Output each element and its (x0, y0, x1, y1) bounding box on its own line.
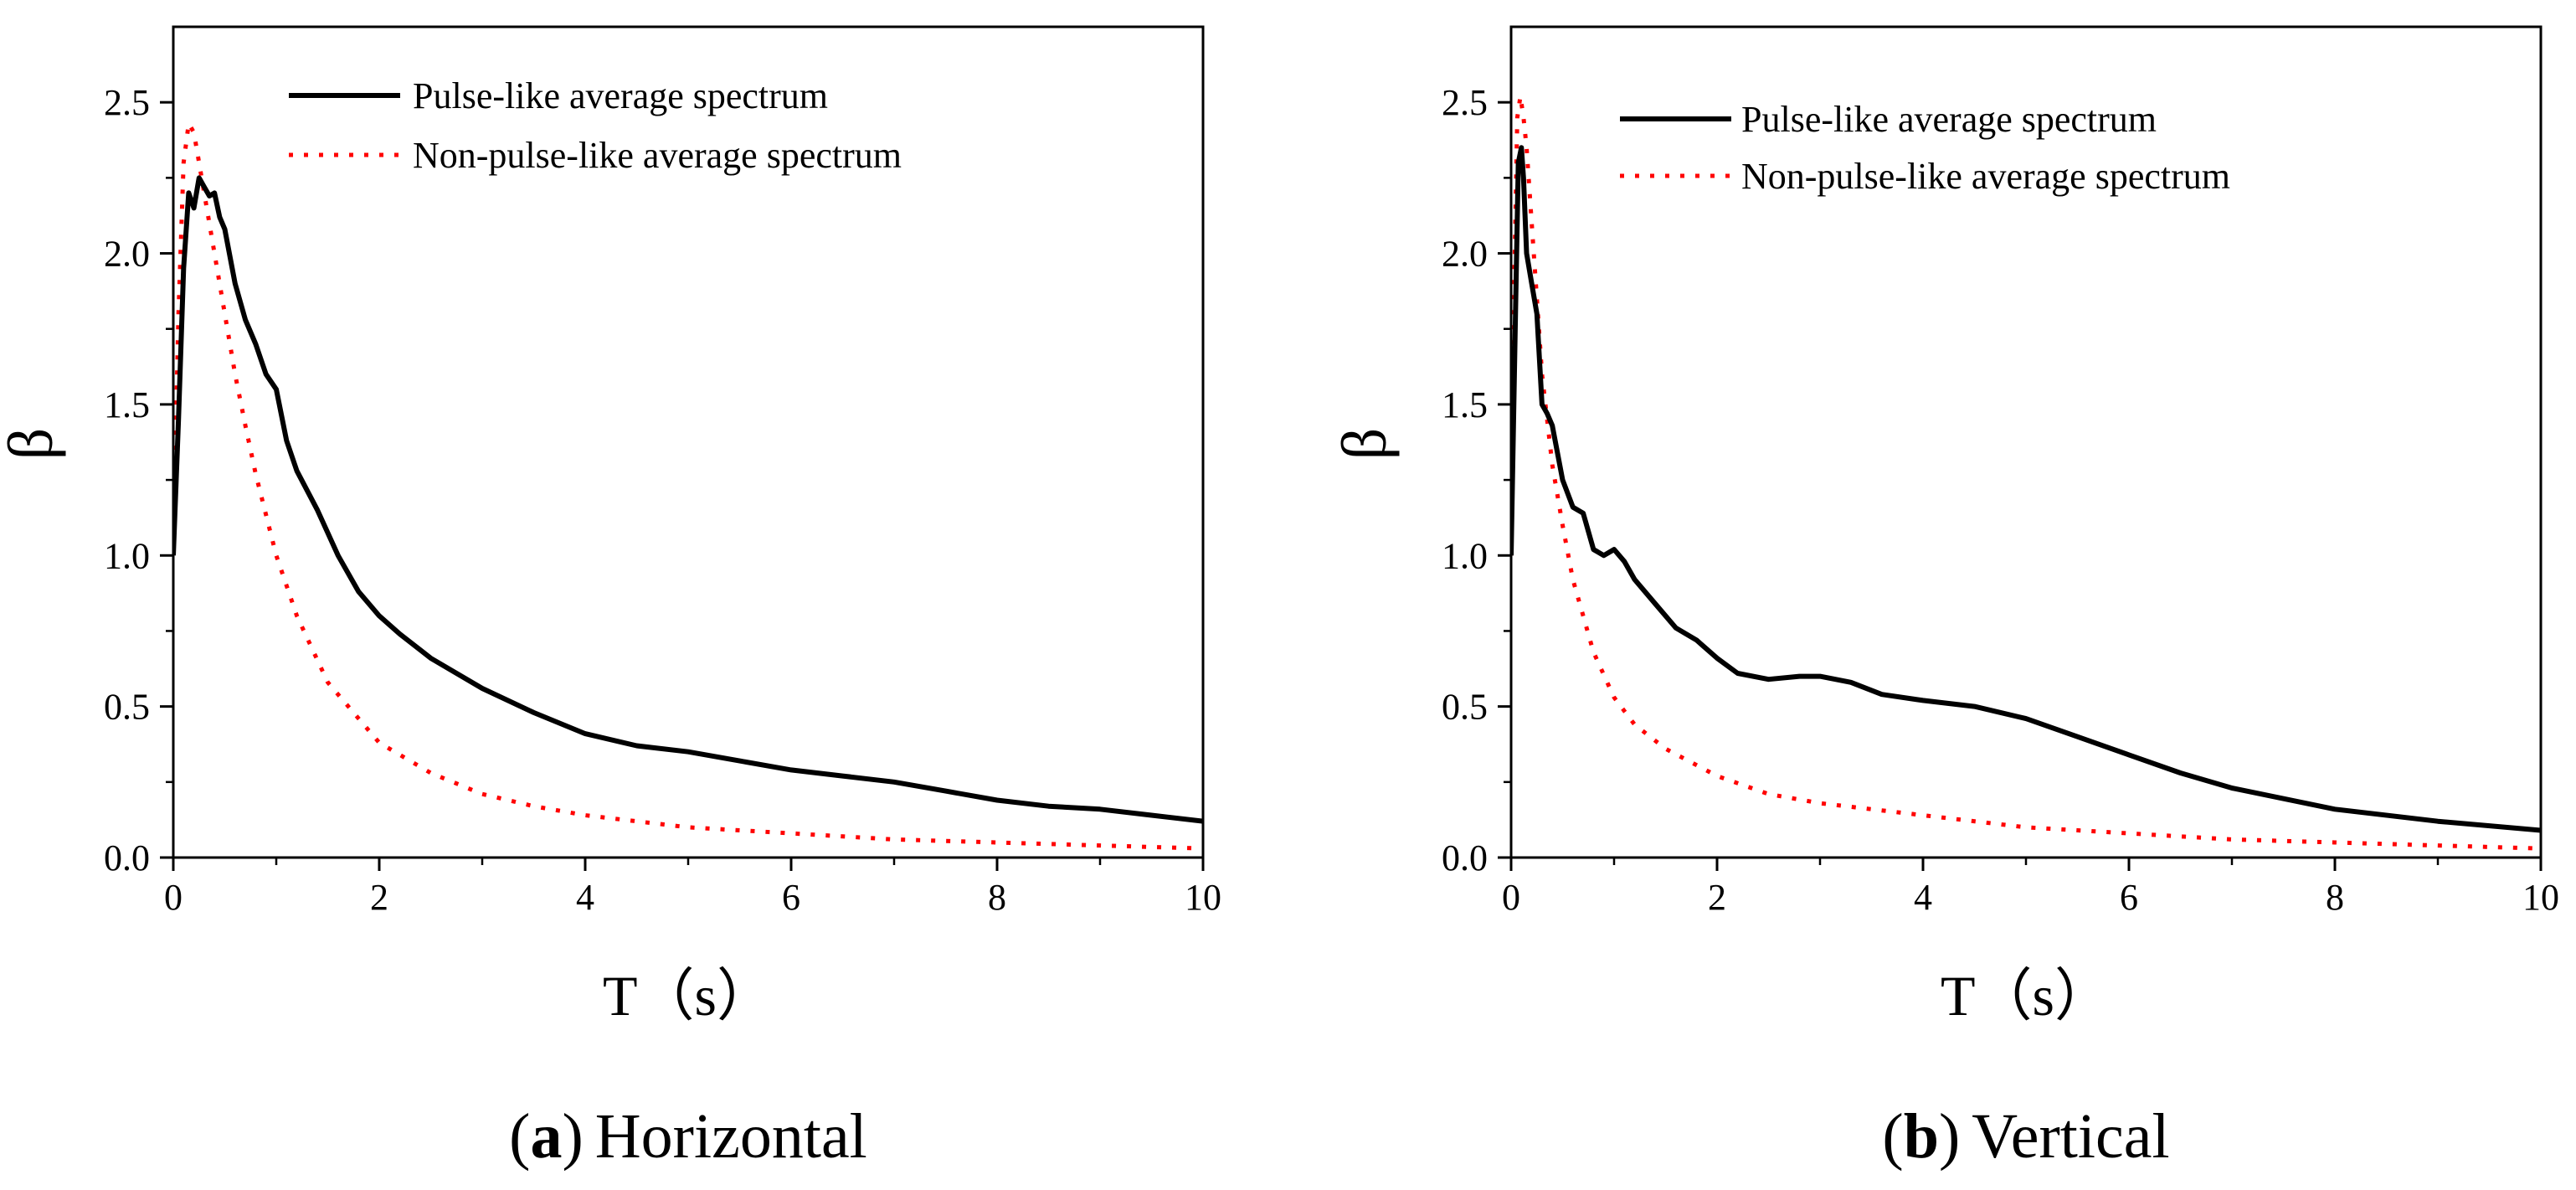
x-tick-label: 8 (2326, 877, 2344, 918)
legend: Pulse-like average spectrum Non-pulse-li… (289, 75, 902, 176)
series-line-pulse (173, 175, 1203, 824)
series-line-nonpulse (173, 121, 1203, 851)
y-tick-label: 0.0 (104, 837, 150, 878)
series-line-nonpulse (1511, 94, 2541, 851)
legend-label-pulse: Pulse-like average spectrum (1741, 99, 2157, 140)
x-axis-label: T（s） (603, 964, 774, 1028)
y-tick-label: 0.5 (1442, 687, 1488, 728)
caption-open-paren: ( (1882, 1101, 1903, 1172)
y-tick-label: 2.0 (104, 234, 150, 275)
legend-label-pulse: Pulse-like average spectrum (413, 75, 828, 116)
legend: Pulse-like average spectrum Non-pulse-li… (1620, 99, 2230, 197)
y-tick-label: 0.5 (104, 687, 150, 728)
legend-label-nonpulse: Non-pulse-like average spectrum (1741, 156, 2230, 197)
y-axis-label: β (0, 428, 66, 461)
series-line-pulse (1511, 145, 2541, 833)
y-tick-label: 0.0 (1442, 837, 1488, 878)
caption-close-paren: ) (562, 1101, 583, 1172)
caption-horizontal: (a) Horizontal (509, 1101, 867, 1172)
caption-close-paren: ) (1939, 1101, 1960, 1172)
y-tick-label: 1.0 (104, 535, 150, 576)
x-axis-label: T（s） (1941, 964, 2111, 1028)
caption-vertical: (b) Vertical (1882, 1101, 2169, 1172)
x-tick-label: 6 (2120, 877, 2138, 918)
x-tick-label: 4 (1914, 877, 1932, 918)
plot-frame (1509, 25, 2543, 859)
x-tick-label: 6 (782, 877, 800, 918)
caption-letter: a (530, 1101, 562, 1172)
x-tick-label: 10 (2522, 877, 2559, 918)
x-tick-label: 2 (1708, 877, 1726, 918)
chart-panel-vertical: 0 2 4 6 8 10 0.0 0.5 1.0 1.5 2.0 2.5 β T（s） Pulse-l… (1329, 25, 2559, 1172)
y-axis-label: β (1329, 428, 1400, 461)
y-tick-label: 2.5 (1442, 82, 1488, 123)
caption-letter: b (1904, 1101, 1939, 1172)
caption-title: Vertical (1972, 1101, 2169, 1172)
caption-open-paren: ( (509, 1101, 530, 1172)
x-tick-label: 8 (988, 877, 1006, 918)
y-tick-label: 2.5 (104, 82, 150, 123)
x-tick-label: 0 (1502, 877, 1520, 918)
legend-label-nonpulse: Non-pulse-like average spectrum (413, 135, 902, 176)
x-tick-label: 2 (370, 877, 388, 918)
caption-title: Horizontal (595, 1101, 867, 1172)
x-tick-label: 10 (1185, 877, 1221, 918)
y-tick-label: 1.0 (1442, 535, 1488, 576)
y-tick-label: 1.5 (1442, 384, 1488, 425)
y-tick-label: 1.5 (104, 384, 150, 425)
x-tick-label: 4 (576, 877, 594, 918)
chart-panel-horizontal: 0 2 4 6 8 10 0.0 0.5 1.0 1.5 2.0 2.5 β T（s） Pulse-l… (0, 25, 1221, 1172)
x-tick-label: 0 (164, 877, 183, 918)
y-tick-label: 2.0 (1442, 234, 1488, 275)
